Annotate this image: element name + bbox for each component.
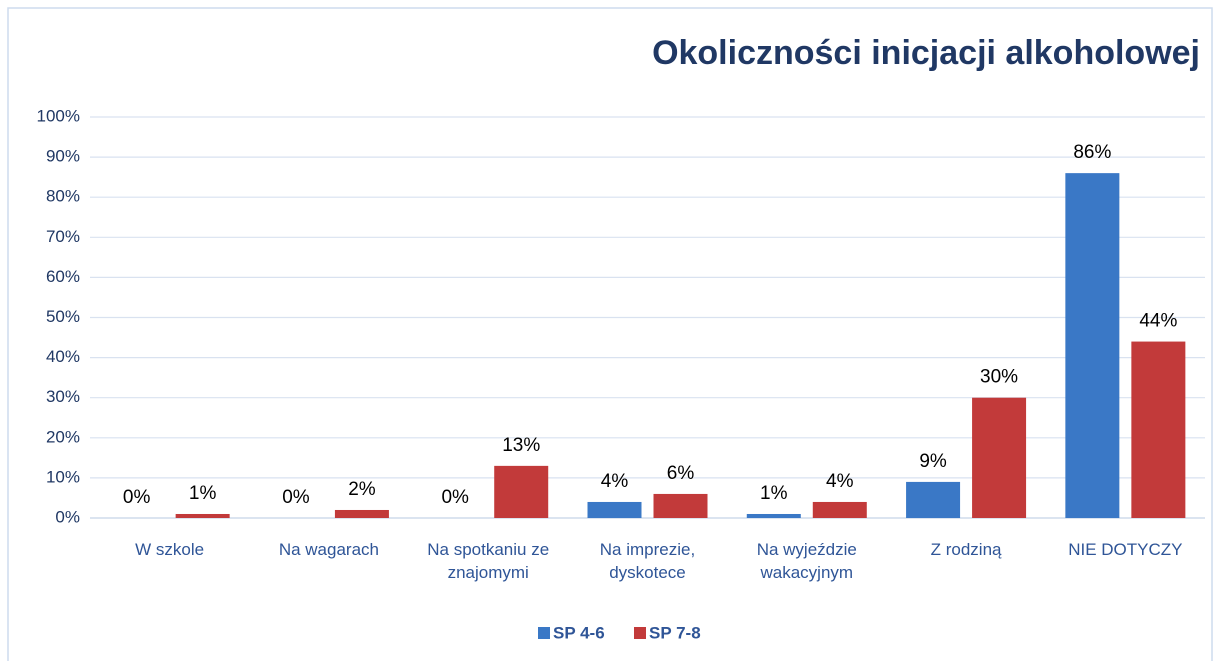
y-tick-label: 10% [46, 467, 80, 486]
y-tick-label: 80% [46, 187, 80, 206]
data-label: 30% [980, 367, 1018, 388]
legend-swatch [538, 627, 550, 639]
bar [1131, 341, 1186, 518]
y-tick-label: 90% [46, 147, 80, 166]
y-tick-label: 50% [46, 307, 80, 326]
y-tick-label: 100% [37, 106, 80, 125]
bar [1065, 173, 1120, 518]
y-tick-label: 20% [46, 427, 80, 446]
data-label: 6% [667, 463, 695, 484]
bar [746, 513, 801, 518]
data-label: 4% [601, 471, 629, 492]
x-tick-label: Na spotkaniu ze znajomymi [427, 540, 550, 582]
x-tick-label: Z rodziną [930, 540, 1002, 559]
bar [334, 509, 389, 518]
bar [812, 501, 867, 518]
data-label: 9% [919, 451, 947, 472]
data-label: 86% [1073, 142, 1111, 163]
y-tick-label: 0% [55, 507, 80, 526]
x-tick-label: W szkole [135, 540, 205, 559]
legend-label: SP 4-6 [553, 623, 605, 642]
y-tick-label: 70% [46, 227, 80, 246]
data-label: 13% [502, 435, 540, 456]
legend-swatch [634, 627, 646, 639]
data-label: 44% [1139, 311, 1177, 332]
data-label: 0% [441, 487, 469, 508]
chart-title: Okoliczności inicjacji alkoholowej [652, 34, 1200, 72]
x-tick-label: Na wagarach [278, 540, 379, 559]
x-tick-label: Na imprezie, dyskotece [599, 540, 696, 582]
legend-label: SP 7-8 [649, 623, 701, 642]
data-label: 4% [826, 471, 854, 492]
x-tick-label: Na wyjeździe wakacyjnym [756, 540, 857, 582]
data-label: 1% [760, 483, 788, 504]
bar [972, 397, 1027, 518]
bar [906, 481, 961, 518]
data-label: 0% [282, 487, 310, 508]
bar [587, 501, 642, 518]
y-tick-label: 40% [46, 347, 80, 366]
bar [653, 493, 708, 518]
data-label: 2% [348, 479, 376, 500]
y-tick-label: 60% [46, 267, 80, 286]
y-tick-label: 30% [46, 387, 80, 406]
bar [175, 513, 230, 518]
bar [494, 465, 549, 518]
data-label: 1% [189, 483, 217, 504]
x-tick-label: NIE DOTYCZY [1068, 540, 1183, 559]
chart-frame [7, 7, 1213, 661]
data-label: 0% [123, 487, 151, 508]
